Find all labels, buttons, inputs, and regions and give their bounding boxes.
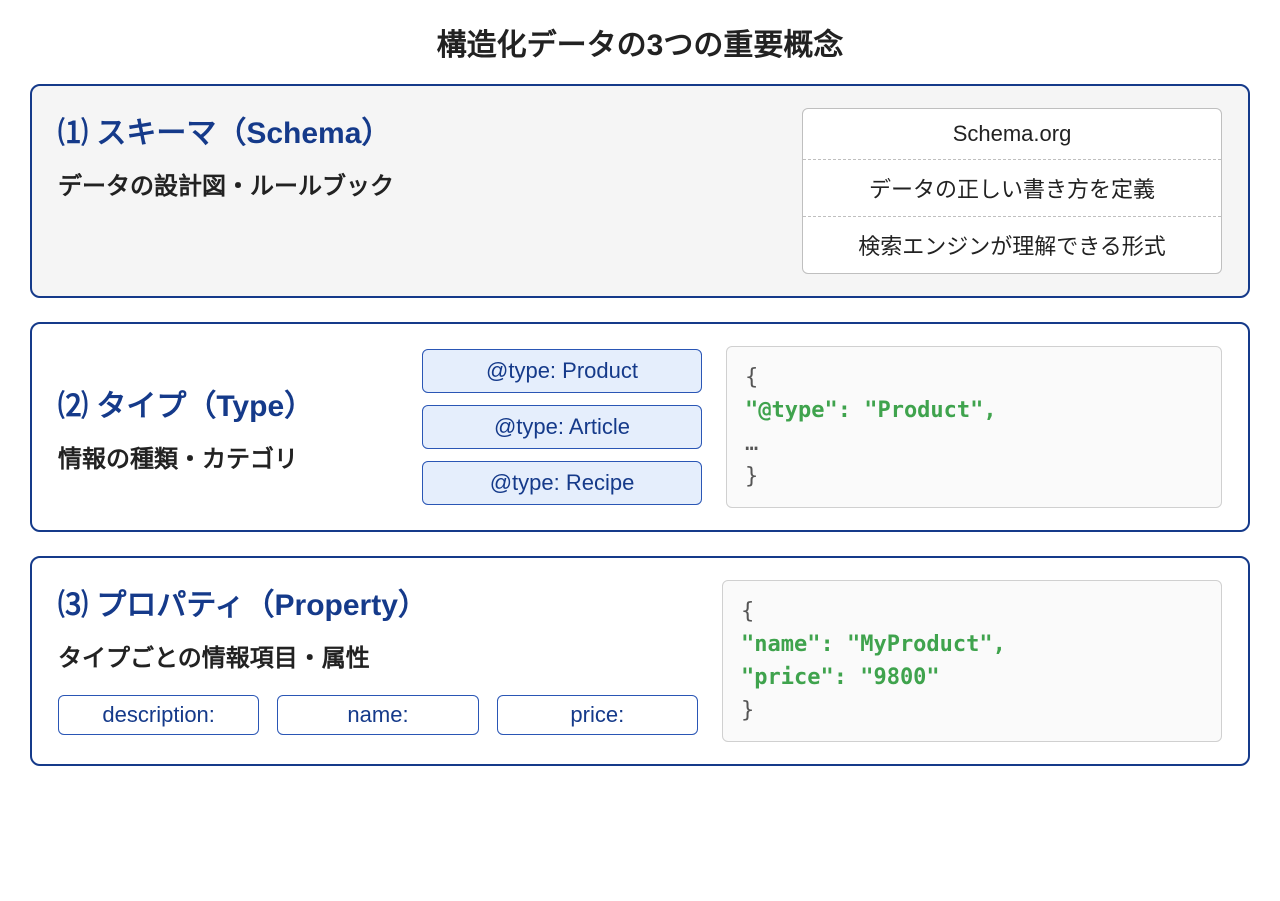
panel-schema-heading: ⑴ スキーマ（Schema） — [58, 108, 772, 152]
code-brace: { — [741, 599, 754, 624]
code-brace: } — [741, 698, 754, 723]
panel-property-sub: タイプごとの情報項目・属性 — [58, 638, 698, 673]
panel-property-code: { "name": "MyProduct", "price": "9800" } — [722, 580, 1222, 742]
code-brace: } — [745, 464, 758, 489]
panel-schema-left: ⑴ スキーマ（Schema） データの設計図・ルールブック — [58, 108, 772, 201]
schema-row-1: データの正しい書き方を定義 — [803, 159, 1221, 216]
code-line-2: "price": "9800" — [741, 665, 940, 690]
panel-property-heading: ⑶ プロパティ（Property） — [58, 580, 698, 624]
type-pill-recipe: @type: Recipe — [422, 461, 702, 505]
code-brace: { — [745, 365, 758, 390]
panel-property: ⑶ プロパティ（Property） タイプごとの情報項目・属性 descript… — [30, 556, 1250, 766]
code-property-example: { "name": "MyProduct", "price": "9800" } — [722, 580, 1222, 742]
schema-row-0: Schema.org — [803, 109, 1221, 159]
type-pill-list: @type: Product @type: Article @type: Rec… — [422, 349, 702, 505]
panel-type-code: { "@type": "Product", … } — [726, 346, 1222, 508]
schema-row-2: 検索エンジンが理解できる形式 — [803, 216, 1221, 273]
schema-box: Schema.org データの正しい書き方を定義 検索エンジンが理解できる形式 — [802, 108, 1222, 274]
panel-property-left: ⑶ プロパティ（Property） タイプごとの情報項目・属性 descript… — [58, 580, 698, 735]
panel-type-left: ⑵ タイプ（Type） 情報の種類・カテゴリ — [58, 381, 398, 474]
panel-schema-sub: データの設計図・ルールブック — [58, 166, 772, 201]
panel-type-sub: 情報の種類・カテゴリ — [58, 439, 398, 474]
property-pill-row: description: name: price: — [58, 695, 698, 735]
code-line: "@type": "Product", — [745, 398, 997, 423]
panel-property-top: ⑶ プロパティ（Property） タイプごとの情報項目・属性 descript… — [58, 580, 1222, 742]
page-title: 構造化データの3つの重要概念 — [30, 20, 1250, 64]
panel-type-heading: ⑵ タイプ（Type） — [58, 381, 398, 425]
type-pill-article: @type: Article — [422, 405, 702, 449]
panel-type: ⑵ タイプ（Type） 情報の種類・カテゴリ @type: Product @t… — [30, 322, 1250, 532]
prop-pill-price: price: — [497, 695, 698, 735]
panel-schema: ⑴ スキーマ（Schema） データの設計図・ルールブック Schema.org… — [30, 84, 1250, 298]
code-ellipsis: … — [745, 431, 758, 456]
prop-pill-description: description: — [58, 695, 259, 735]
prop-pill-name: name: — [277, 695, 478, 735]
type-pill-product: @type: Product — [422, 349, 702, 393]
code-line-1: "name": "MyProduct", — [741, 632, 1006, 657]
code-type-example: { "@type": "Product", … } — [726, 346, 1222, 508]
